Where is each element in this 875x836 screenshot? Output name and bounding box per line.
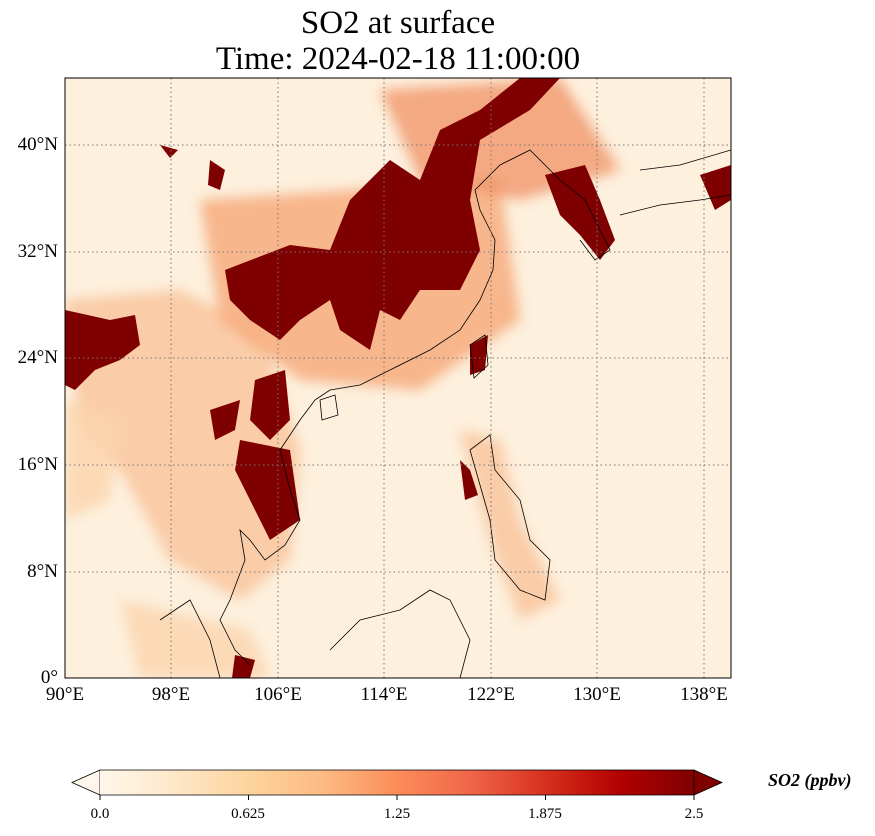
colorbar-extend-min	[71, 769, 101, 796]
y-tick-label: 24°N	[17, 347, 58, 368]
y-tick-label: 0°	[40, 667, 58, 688]
y-tick-label: 8°N	[27, 561, 58, 582]
x-tick-label: 98°E	[151, 684, 191, 705]
coastlines	[159, 149, 731, 678]
colorbar-label: SO2 (ppbv)	[768, 770, 852, 790]
y-tick-label: 16°N	[17, 454, 58, 475]
colorbar-gradient	[100, 770, 694, 795]
x-tick-label: 122°E	[467, 684, 515, 705]
colorbar-tick-label: 0.625	[231, 806, 265, 822]
x-tick-label: 114°E	[360, 684, 408, 705]
x-tick-label: 106°E	[254, 684, 302, 705]
gridlines	[65, 78, 731, 678]
colorbar	[71, 769, 723, 800]
colorbar-tick-label: 0.0	[90, 806, 110, 822]
x-tick-label: 138°E	[680, 684, 728, 705]
colorbar-tick-label: 2.5	[684, 806, 704, 822]
colorbar-tick-label: 1.25	[383, 806, 411, 822]
y-tick-label: 32°N	[17, 241, 58, 262]
x-tick-label: 90°E	[45, 684, 85, 705]
y-tick-label: 40°N	[17, 134, 58, 155]
map-title: SO2 at surface	[300, 5, 496, 41]
map-subtitle-time: Time: 2024-02-18 11:00:00	[215, 41, 581, 77]
colorbar-tick-label: 1.875	[528, 806, 562, 822]
map-frame	[64, 77, 732, 679]
colorbar-extend-max	[693, 769, 723, 796]
map-area	[65, 78, 731, 678]
x-tick-label: 130°E	[573, 684, 621, 705]
